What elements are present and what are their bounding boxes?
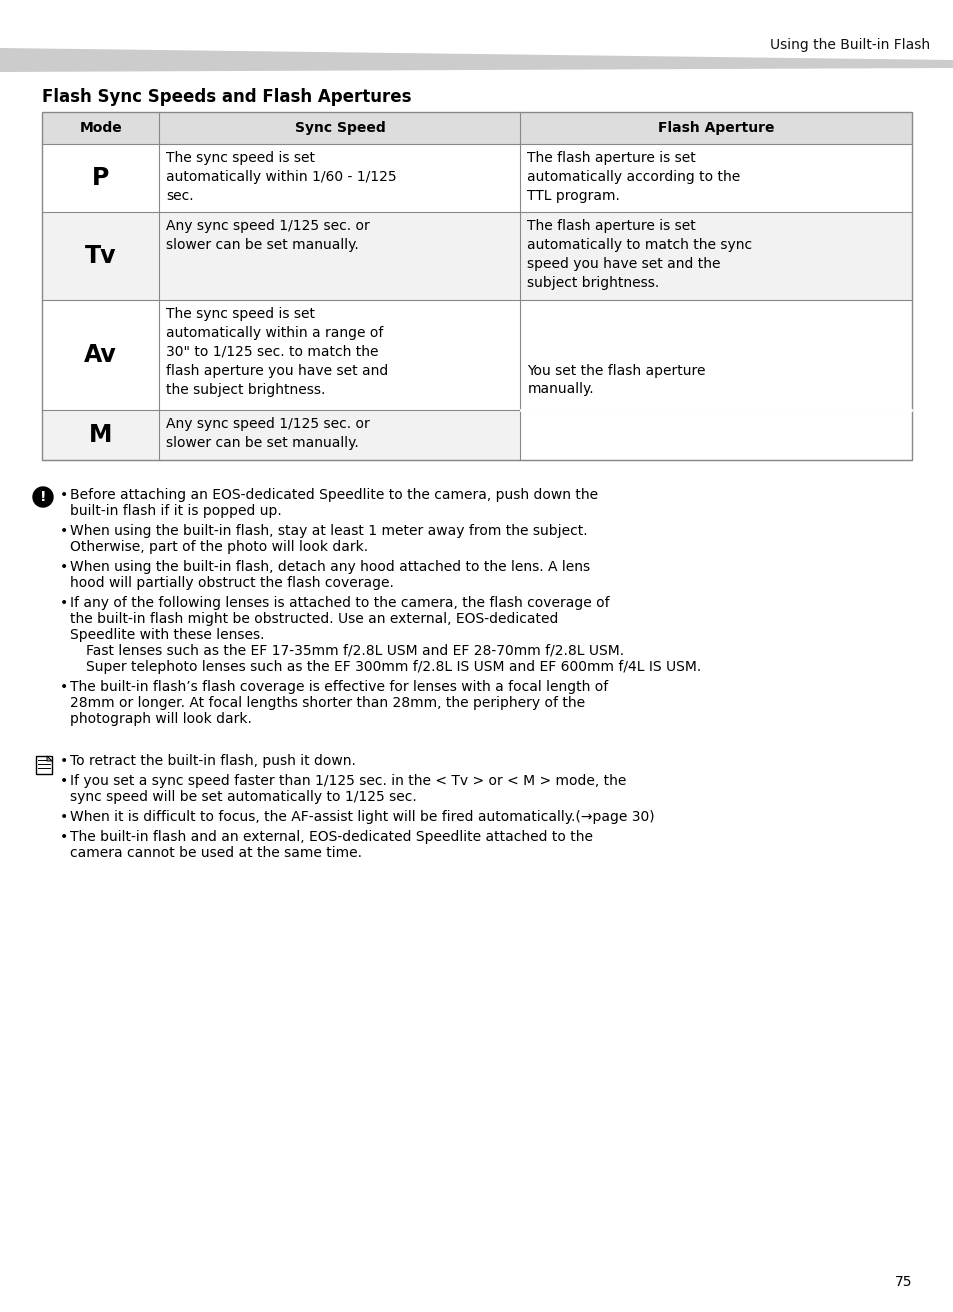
Text: hood will partially obstruct the flash coverage.: hood will partially obstruct the flash c…: [70, 576, 394, 590]
Text: •: •: [60, 830, 69, 844]
Text: Tv: Tv: [85, 244, 116, 268]
Bar: [42, 213, 911, 300]
Bar: [520, 300, 911, 461]
Text: Flash Sync Speeds and Flash Apertures: Flash Sync Speeds and Flash Apertures: [42, 88, 411, 106]
Text: The built-in flash and an external, EOS-dedicated Speedlite attached to the: The built-in flash and an external, EOS-…: [70, 830, 593, 844]
Text: Av: Av: [84, 342, 117, 367]
Text: Super telephoto lenses such as the EF 300mm f/2.8L IS USM and EF 600mm f/4L IS U: Super telephoto lenses such as the EF 30…: [86, 660, 700, 674]
Text: The flash aperture is set
automatically according to the
TTL program.: The flash aperture is set automatically …: [527, 151, 740, 203]
Text: •: •: [60, 488, 69, 502]
Text: To retract the built-in flash, push it down.: To retract the built-in flash, push it d…: [70, 754, 355, 768]
Text: Any sync speed 1/125 sec. or
slower can be set manually.: Any sync speed 1/125 sec. or slower can …: [166, 219, 370, 252]
Text: Fast lenses such as the EF 17-35mm f/2.8L USM and EF 28-70mm f/2.8L USM.: Fast lenses such as the EF 17-35mm f/2.8…: [86, 644, 623, 659]
Text: •: •: [60, 680, 69, 694]
Text: •: •: [60, 560, 69, 575]
Text: Otherwise, part of the photo will look dark.: Otherwise, part of the photo will look d…: [70, 541, 368, 554]
Text: The built-in flash’s flash coverage is effective for lenses with a focal length : The built-in flash’s flash coverage is e…: [70, 680, 608, 694]
Text: If you set a sync speed faster than 1/125 sec. in the < Tv > or < M > mode, the: If you set a sync speed faster than 1/12…: [70, 774, 626, 789]
Text: The sync speed is set
automatically within 1/60 - 1/125
sec.: The sync speed is set automatically with…: [166, 151, 396, 203]
Circle shape: [33, 487, 53, 506]
Text: •: •: [60, 523, 69, 538]
Text: Before attaching an EOS-dedicated Speedlite to the camera, push down the: Before attaching an EOS-dedicated Speedl…: [70, 488, 598, 502]
Polygon shape: [0, 49, 953, 72]
Bar: [42, 144, 911, 213]
Text: built-in flash if it is popped up.: built-in flash if it is popped up.: [70, 504, 281, 518]
Text: When it is difficult to focus, the AF-assist light will be fired automatically.(: When it is difficult to focus, the AF-as…: [70, 810, 654, 824]
Text: photograph will look dark.: photograph will look dark.: [70, 712, 252, 726]
Text: !: !: [40, 489, 46, 504]
Bar: [42, 112, 911, 461]
Text: M: M: [89, 422, 112, 447]
Text: Using the Built-in Flash: Using the Built-in Flash: [769, 38, 929, 52]
Text: •: •: [60, 754, 69, 768]
Text: •: •: [60, 810, 69, 824]
Text: camera cannot be used at the same time.: camera cannot be used at the same time.: [70, 846, 361, 859]
Text: Mode: Mode: [79, 121, 122, 135]
Text: The sync speed is set
automatically within a range of
30" to 1/125 sec. to match: The sync speed is set automatically with…: [166, 307, 388, 396]
Text: the built-in flash might be obstructed. Use an external, EOS-dedicated: the built-in flash might be obstructed. …: [70, 611, 558, 626]
Bar: [36, 756, 52, 774]
Bar: [42, 112, 911, 144]
Text: Sync Speed: Sync Speed: [294, 121, 385, 135]
Bar: [42, 300, 911, 409]
Text: 28mm or longer. At focal lengths shorter than 28mm, the periphery of the: 28mm or longer. At focal lengths shorter…: [70, 695, 584, 710]
Polygon shape: [47, 756, 52, 761]
Text: •: •: [60, 596, 69, 610]
Text: Speedlite with these lenses.: Speedlite with these lenses.: [70, 628, 264, 642]
Text: Flash Aperture: Flash Aperture: [658, 121, 774, 135]
Text: •: •: [60, 774, 69, 789]
Bar: [42, 409, 911, 461]
Text: sync speed will be set automatically to 1/125 sec.: sync speed will be set automatically to …: [70, 790, 416, 804]
Text: P: P: [91, 167, 110, 190]
Text: You set the flash aperture
manually.: You set the flash aperture manually.: [527, 363, 705, 396]
Text: If any of the following lenses is attached to the camera, the flash coverage of: If any of the following lenses is attach…: [70, 596, 609, 610]
Text: The flash aperture is set
automatically to match the sync
speed you have set and: The flash aperture is set automatically …: [527, 219, 752, 290]
Text: When using the built-in flash, stay at least 1 meter away from the subject.: When using the built-in flash, stay at l…: [70, 523, 587, 538]
Text: 75: 75: [894, 1275, 911, 1288]
Text: Any sync speed 1/125 sec. or
slower can be set manually.: Any sync speed 1/125 sec. or slower can …: [166, 417, 370, 450]
Text: When using the built-in flash, detach any hood attached to the lens. A lens: When using the built-in flash, detach an…: [70, 560, 590, 575]
